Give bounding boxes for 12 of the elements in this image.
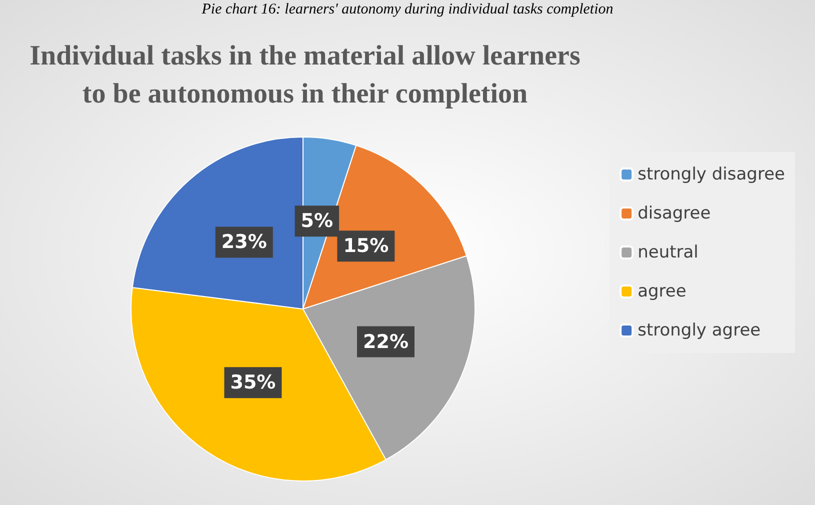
chart-title: Individual tasks in the material allow learners to be autonomous in their completion xyxy=(30,40,580,110)
legend-label: disagree xyxy=(638,204,711,224)
data-label: 22% xyxy=(363,330,408,353)
legend-label: neutral xyxy=(638,242,698,262)
legend-label: strongly agree xyxy=(638,320,761,340)
legend-label: strongly disagree xyxy=(638,164,785,184)
text: Pie chart 16: learners' autonomy during individual tasks completion xyxy=(200,2,614,18)
data-label: 35% xyxy=(230,372,276,394)
data-label: 23% xyxy=(221,231,267,254)
legend-label: agree xyxy=(638,282,686,302)
data-label: 15% xyxy=(343,235,389,258)
data-label: 5% xyxy=(300,210,334,232)
